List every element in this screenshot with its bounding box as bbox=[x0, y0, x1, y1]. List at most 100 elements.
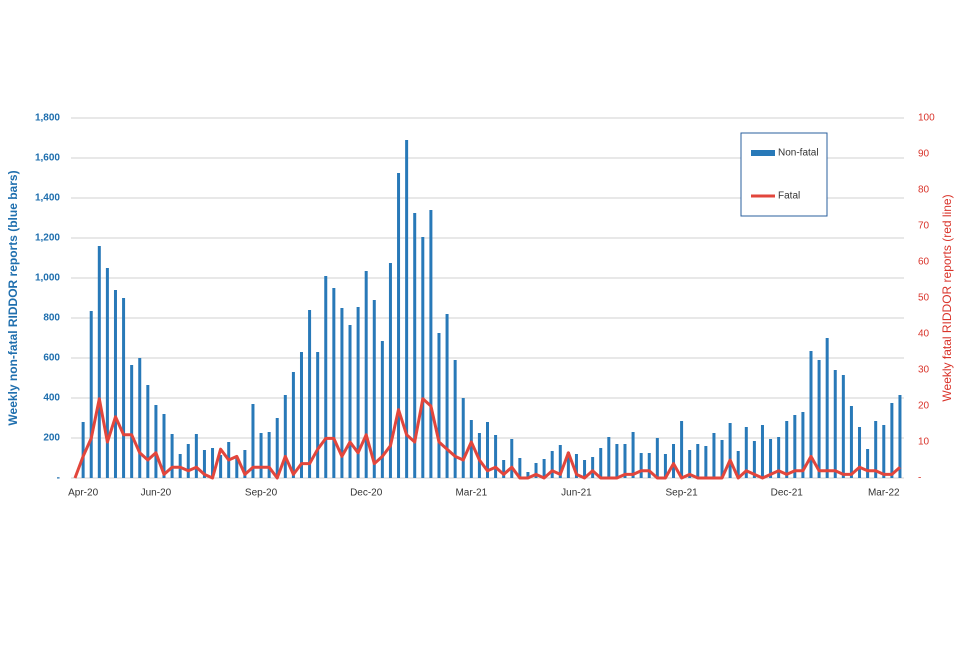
y2-tick-label: 100 bbox=[918, 113, 935, 124]
legend-box bbox=[740, 132, 828, 217]
bar bbox=[89, 311, 93, 478]
bar bbox=[202, 450, 206, 478]
bar bbox=[558, 445, 562, 478]
bar bbox=[494, 435, 498, 478]
bar bbox=[405, 140, 409, 478]
bar bbox=[113, 290, 117, 478]
x-tick-label: Dec-21 bbox=[771, 488, 804, 499]
bar bbox=[186, 444, 190, 478]
y-tick-label: 1,200 bbox=[35, 233, 60, 244]
bar bbox=[785, 421, 789, 478]
x-tick-label: Sep-21 bbox=[665, 488, 698, 499]
bar bbox=[429, 210, 433, 478]
y-tick-label: 600 bbox=[43, 353, 60, 364]
bar bbox=[364, 271, 368, 478]
bar bbox=[332, 288, 336, 478]
bar bbox=[275, 418, 279, 478]
bar bbox=[760, 425, 764, 478]
bar bbox=[526, 472, 530, 478]
bar bbox=[259, 433, 263, 478]
bar bbox=[469, 420, 473, 478]
y2-axis-title: Weekly fatal RIDDOR reports (red line) bbox=[940, 194, 954, 401]
bar bbox=[639, 453, 643, 478]
bar bbox=[445, 314, 449, 478]
bar bbox=[704, 446, 708, 478]
y2-tick-label: 70 bbox=[918, 221, 930, 232]
bar bbox=[477, 433, 481, 478]
bar bbox=[502, 460, 506, 478]
bar bbox=[105, 268, 109, 478]
bar bbox=[251, 404, 255, 478]
bar bbox=[397, 173, 401, 478]
bar bbox=[316, 352, 320, 478]
bar bbox=[356, 307, 360, 478]
y-tick-label: 1,000 bbox=[35, 273, 60, 284]
bar bbox=[162, 414, 166, 478]
bar bbox=[97, 246, 101, 478]
bar bbox=[510, 439, 514, 478]
bar bbox=[809, 351, 813, 478]
bar bbox=[211, 448, 215, 478]
bar bbox=[680, 421, 684, 478]
bar bbox=[413, 213, 417, 478]
bar bbox=[833, 370, 837, 478]
bar bbox=[793, 415, 797, 478]
bar bbox=[235, 458, 239, 478]
y2-tick-label: - bbox=[918, 473, 921, 484]
bar bbox=[744, 427, 748, 478]
bar bbox=[688, 450, 692, 478]
x-tick-label: Jun-21 bbox=[561, 488, 592, 499]
bar bbox=[890, 403, 894, 478]
y-axis-title: Weekly non-fatal RIDDOR reports (blue ba… bbox=[6, 170, 20, 425]
bar bbox=[534, 463, 538, 478]
bar bbox=[769, 439, 773, 478]
y2-tick-label: 20 bbox=[918, 401, 930, 412]
y2-tick-label: 30 bbox=[918, 365, 930, 376]
bar bbox=[849, 406, 853, 478]
bar bbox=[437, 333, 441, 478]
bar bbox=[566, 452, 570, 478]
bar bbox=[308, 310, 312, 478]
bar bbox=[122, 298, 126, 478]
bar bbox=[194, 434, 198, 478]
y-tick-label: 1,800 bbox=[35, 113, 60, 124]
bar bbox=[591, 457, 595, 478]
bar bbox=[380, 341, 384, 478]
x-tick-label: Mar-21 bbox=[455, 488, 487, 499]
bar bbox=[421, 237, 425, 478]
bar bbox=[882, 425, 886, 478]
bar bbox=[130, 365, 134, 478]
bar bbox=[283, 395, 287, 478]
bar bbox=[299, 352, 303, 478]
legend-label: Fatal bbox=[778, 191, 800, 202]
bar bbox=[81, 422, 85, 478]
bar bbox=[841, 375, 845, 478]
legend-swatch bbox=[751, 150, 775, 156]
bar bbox=[728, 423, 732, 478]
bar bbox=[348, 325, 352, 478]
y2-tick-label: 10 bbox=[918, 437, 930, 448]
bar bbox=[486, 422, 489, 478]
bar bbox=[647, 453, 651, 478]
legend-label: Non-fatal bbox=[778, 148, 819, 159]
y-tick-label: - bbox=[57, 473, 60, 484]
y-tick-label: 400 bbox=[43, 393, 60, 404]
bar bbox=[574, 454, 578, 478]
bar bbox=[736, 451, 740, 478]
bar bbox=[388, 263, 392, 478]
bar bbox=[866, 449, 870, 478]
bar bbox=[324, 276, 328, 478]
bar bbox=[453, 360, 457, 478]
bar bbox=[219, 455, 223, 478]
bar bbox=[874, 421, 878, 478]
bar bbox=[542, 459, 546, 478]
bar bbox=[817, 360, 821, 478]
bar bbox=[696, 444, 700, 478]
bar bbox=[291, 372, 295, 478]
bar bbox=[752, 441, 756, 478]
bar bbox=[672, 444, 676, 478]
line bbox=[73, 397, 901, 480]
bar bbox=[655, 438, 659, 478]
y-tick-label: 800 bbox=[43, 313, 60, 324]
